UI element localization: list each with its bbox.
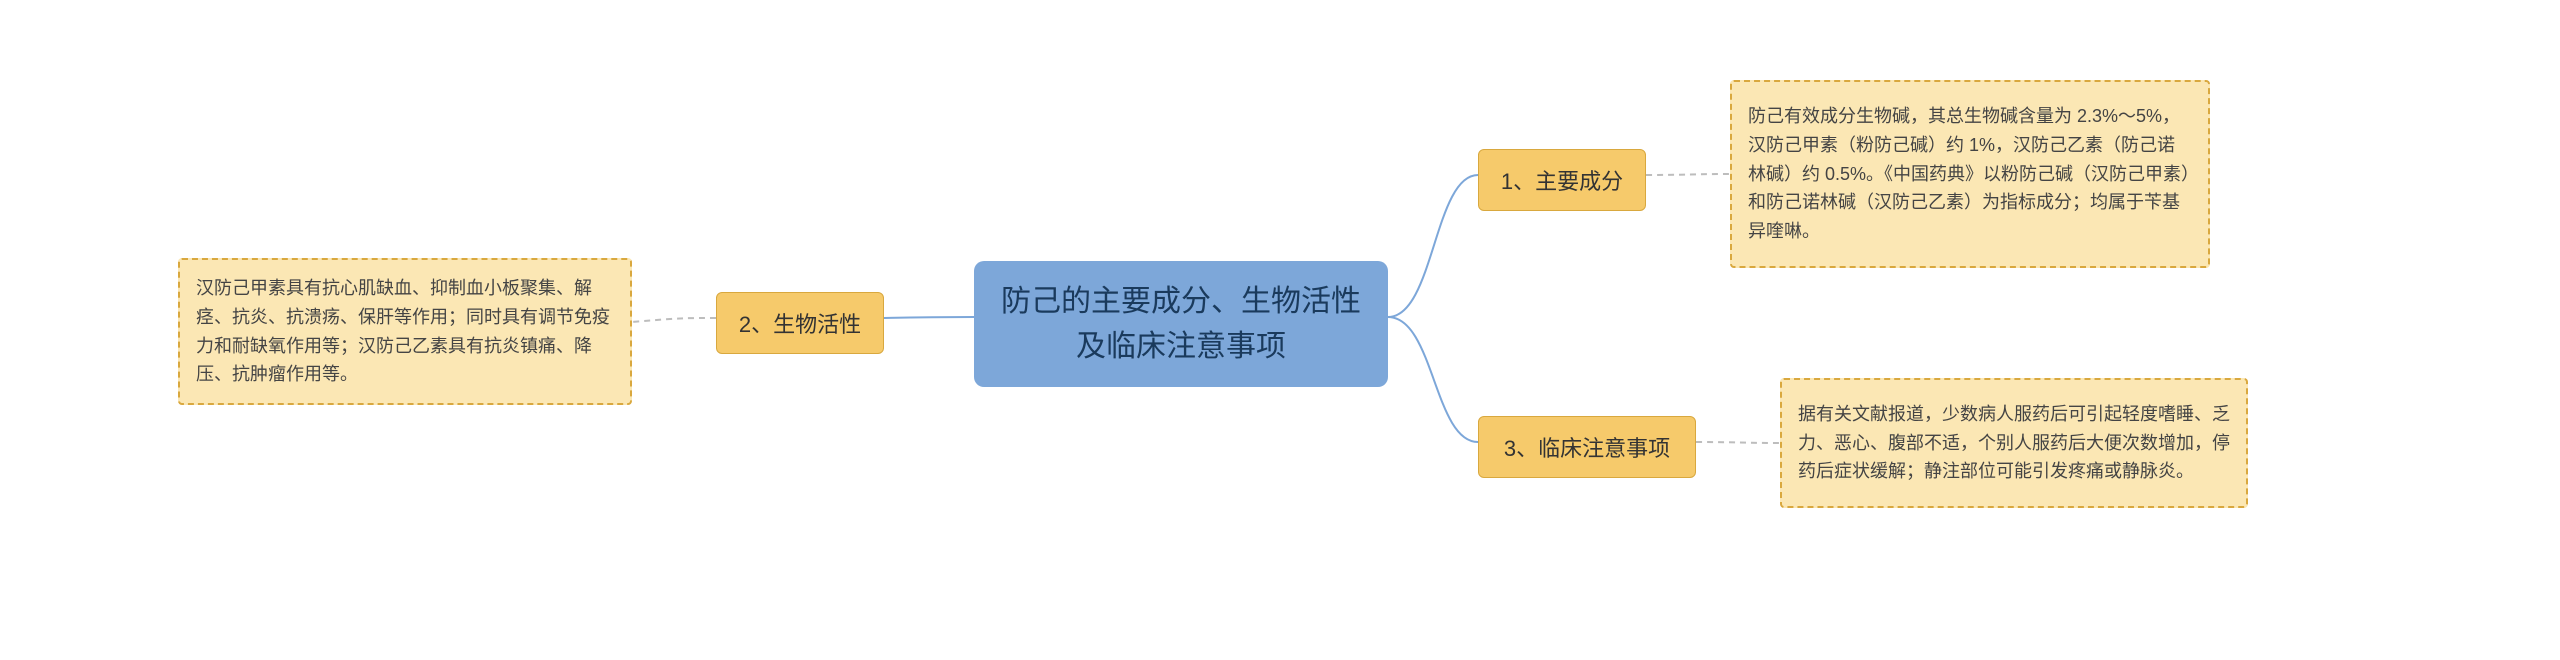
connector-path — [1388, 175, 1478, 317]
connector-path — [1388, 317, 1478, 442]
topic-node-bioactivity[interactable]: 2、生物活性 — [716, 292, 884, 354]
detail-node-bioactivity[interactable]: 汉防己甲素具有抗心肌缺血、抑制血小板聚集、解痉、抗炎、抗溃疡、保肝等作用；同时具… — [178, 258, 632, 405]
connector-path — [632, 318, 716, 322]
detail-text: 防己有效成分生物碱，其总生物碱含量为 2.3%～5%，汉防己甲素（粉防己碱）约 … — [1748, 102, 2192, 246]
topic-label: 1、主要成分 — [1501, 164, 1623, 196]
connector-path — [1646, 174, 1730, 175]
topic-label: 3、临床注意事项 — [1504, 431, 1670, 463]
topic-label: 2、生物活性 — [739, 307, 861, 339]
detail-node-clinical[interactable]: 据有关文献报道，少数病人服药后可引起轻度嗜睡、乏力、恶心、腹部不适，个别人服药后… — [1780, 378, 2248, 508]
connector-path — [884, 317, 974, 318]
detail-text: 汉防己甲素具有抗心肌缺血、抑制血小板聚集、解痉、抗炎、抗溃疡、保肝等作用；同时具… — [196, 274, 614, 389]
detail-text: 据有关文献报道，少数病人服药后可引起轻度嗜睡、乏力、恶心、腹部不适，个别人服药后… — [1798, 400, 2230, 486]
center-node[interactable]: 防己的主要成分、生物活性及临床注意事项 — [974, 261, 1388, 387]
detail-node-components[interactable]: 防己有效成分生物碱，其总生物碱含量为 2.3%～5%，汉防己甲素（粉防己碱）约 … — [1730, 80, 2210, 268]
center-node-label: 防己的主要成分、生物活性及临床注意事项 — [1000, 279, 1362, 369]
topic-node-components[interactable]: 1、主要成分 — [1478, 149, 1646, 211]
topic-node-clinical[interactable]: 3、临床注意事项 — [1478, 416, 1696, 478]
connector-path — [1696, 442, 1780, 443]
